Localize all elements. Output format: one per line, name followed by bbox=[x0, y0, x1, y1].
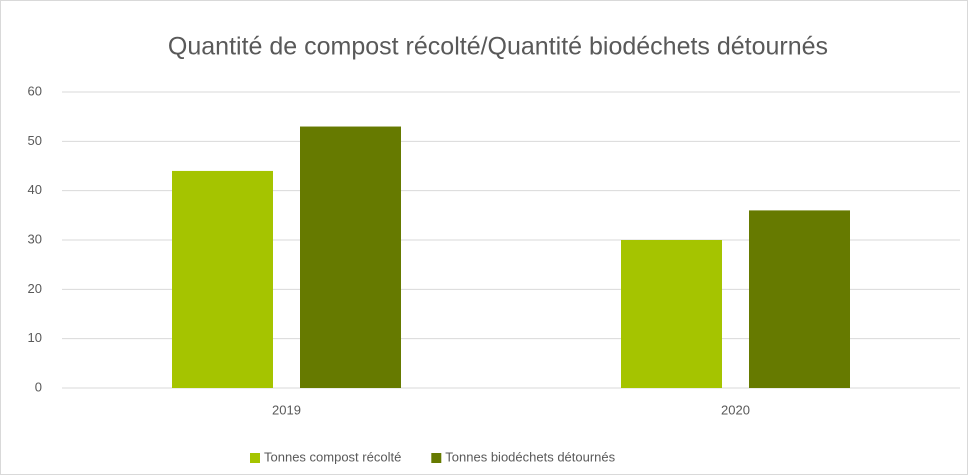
bar bbox=[749, 210, 850, 388]
y-tick-label: 10 bbox=[28, 330, 42, 345]
bar bbox=[300, 126, 401, 389]
y-tick-label: 40 bbox=[28, 182, 42, 197]
bar bbox=[172, 170, 273, 388]
legend-swatch bbox=[250, 453, 260, 463]
x-tick-label: 2020 bbox=[721, 402, 750, 417]
y-tick-label: 60 bbox=[28, 83, 42, 98]
bar bbox=[621, 240, 722, 388]
y-tick-label: 20 bbox=[28, 281, 42, 296]
chart-title: Quantité de compost récolté/Quantité bio… bbox=[168, 33, 828, 61]
x-tick-label: 2019 bbox=[272, 402, 301, 417]
y-tick-label: 0 bbox=[35, 379, 42, 394]
legend-label: Tonnes biodéchets détournés bbox=[445, 449, 615, 464]
y-tick-label: 50 bbox=[28, 133, 42, 148]
legend-swatch bbox=[431, 453, 442, 463]
y-tick-label: 30 bbox=[28, 231, 42, 246]
legend-label: Tonnes compost récolté bbox=[264, 449, 401, 464]
